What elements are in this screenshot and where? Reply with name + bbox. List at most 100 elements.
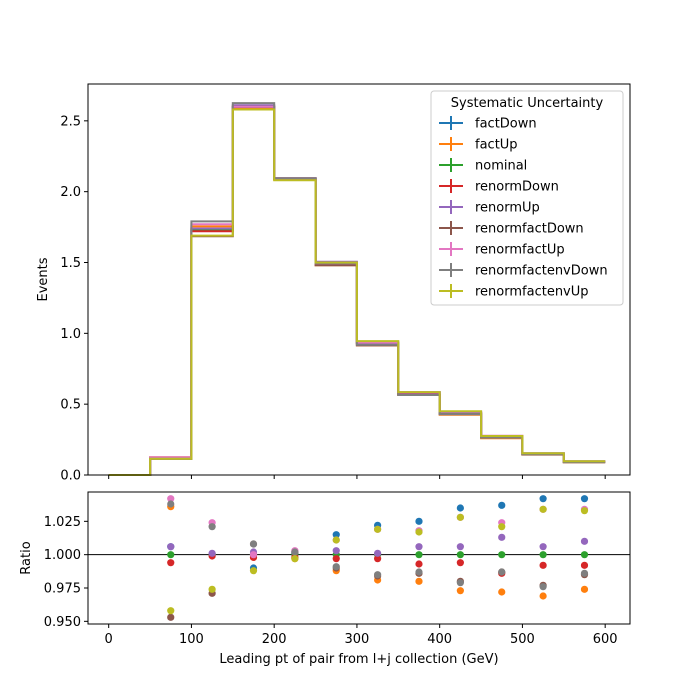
bottom-x-ticks: 0 100 200 300 400 500 600 xyxy=(105,624,618,647)
ratio-point xyxy=(167,551,175,559)
ratio-series-renormfactenvup xyxy=(167,505,589,615)
ratio-point xyxy=(456,504,464,512)
legend-label: renormfactUp xyxy=(475,243,565,258)
ratio-point xyxy=(167,543,175,551)
legend-entry-renormfactenvup: renormfactenvUp xyxy=(439,284,589,300)
legend-entry-nominal: nominal xyxy=(439,158,527,174)
ratio-point xyxy=(208,549,216,557)
ratio-point xyxy=(580,569,589,577)
ratio-point xyxy=(291,548,299,556)
ratio-point xyxy=(167,613,175,621)
bottom-y-tick-label: 0.975 xyxy=(44,582,81,597)
bottom-y-tick-label: 0.950 xyxy=(44,615,81,630)
ratio-point xyxy=(374,525,382,533)
top-y-tick-label: 1.0 xyxy=(60,327,81,342)
top-panel: 0.0 0.5 1.0 1.5 2.0 2.5 Events Systematic Unc… xyxy=(36,83,631,484)
bottom-x-tick-label: 400 xyxy=(427,632,452,647)
ratio-point xyxy=(167,559,175,567)
bottom-x-axis-label: Leading pt of pair from l+j collection (… xyxy=(219,652,498,667)
ratio-point xyxy=(415,577,423,585)
legend-label: renormfactenvDown xyxy=(475,264,608,279)
legend: Systematic Uncertainty factDown factUp nom… xyxy=(430,90,624,306)
step-line-renormfactenvup xyxy=(108,108,606,476)
top-y-axis-label: Events xyxy=(36,257,51,301)
ratio-point xyxy=(498,501,506,509)
top-y-tick-label: 2.0 xyxy=(60,185,81,200)
bottom-panel: 0.950 0.975 1.000 1.025 0 100 200 300 400 500 600… xyxy=(19,491,631,667)
ratio-point xyxy=(374,571,382,579)
bottom-x-tick-label: 600 xyxy=(593,632,618,647)
ratio-point xyxy=(249,551,258,559)
legend-label: factUp xyxy=(475,138,518,153)
ratio-point xyxy=(415,517,423,525)
legend-label: nominal xyxy=(475,159,527,174)
bottom-y-tick-label: 1.025 xyxy=(44,515,81,530)
bottom-y-axis-label: Ratio xyxy=(19,541,34,574)
top-x-ticks xyxy=(108,475,606,479)
ratio-point xyxy=(374,555,382,563)
ratio-point xyxy=(415,560,423,568)
ratio-point xyxy=(249,540,258,548)
ratio-point xyxy=(374,549,382,557)
ratio-point xyxy=(498,551,506,559)
ratio-point xyxy=(208,523,216,531)
ratio-point xyxy=(456,551,464,559)
ratio-point xyxy=(456,587,464,595)
ratio-point xyxy=(580,561,589,569)
ratio-point xyxy=(456,559,464,567)
legend-label: renormfactenvUp xyxy=(475,285,589,300)
ratio-point xyxy=(332,563,340,571)
bottom-x-tick-label: 200 xyxy=(262,632,287,647)
ratio-point xyxy=(332,547,340,555)
ratio-point xyxy=(415,528,423,536)
ratio-point xyxy=(249,567,258,575)
ratio-point xyxy=(415,543,423,551)
top-y-tick-label: 1.5 xyxy=(60,256,81,271)
ratio-point xyxy=(291,555,299,563)
bottom-x-tick-label: 300 xyxy=(345,632,370,647)
legend-entry-renormfactenvdown: renormfactenvDown xyxy=(439,263,608,279)
ratio-point xyxy=(580,537,589,545)
ratio-point xyxy=(456,543,464,551)
ratio-point xyxy=(332,531,340,539)
ratio-point xyxy=(539,543,547,551)
ratio-point xyxy=(332,555,340,563)
legend-entry-factdown: factDown xyxy=(439,116,537,132)
legend-label: renormfactDown xyxy=(475,222,584,237)
legend-entries: factDown factUp nominal renormDown renormUp r… xyxy=(439,116,608,300)
bottom-y-tick-label: 1.000 xyxy=(44,548,81,563)
ratio-points-group xyxy=(167,495,589,621)
legend-title: Systematic Uncertainty xyxy=(451,96,604,111)
ratio-point xyxy=(167,495,175,503)
ratio-point xyxy=(456,513,464,521)
ratio-point xyxy=(332,536,340,544)
ratio-point xyxy=(580,495,589,503)
ratio-point xyxy=(539,551,547,559)
top-plot-frame xyxy=(87,83,631,476)
ratio-series-renormfactenvdown xyxy=(167,500,589,591)
legend-label: renormDown xyxy=(475,180,559,195)
ratio-point xyxy=(415,568,423,576)
top-y-tick-label: 0.0 xyxy=(60,469,81,484)
ratio-point xyxy=(498,523,506,531)
ratio-point xyxy=(580,585,589,593)
top-y-ticks: 0.0 0.5 1.0 1.5 2.0 2.5 xyxy=(60,114,88,484)
legend-entry-renormfactdown: renormfactDown xyxy=(439,221,584,237)
bottom-x-tick-label: 0 xyxy=(105,632,113,647)
ratio-point xyxy=(498,588,506,596)
legend-entry-renormdown: renormDown xyxy=(439,179,559,195)
bottom-x-tick-label: 500 xyxy=(510,632,535,647)
bottom-y-ticks: 0.950 0.975 1.000 1.025 xyxy=(44,515,88,630)
legend-box xyxy=(430,90,624,306)
ratio-point xyxy=(539,495,547,503)
ratio-point xyxy=(580,507,589,515)
legend-entry-factup: factUp xyxy=(439,137,518,153)
ratio-point xyxy=(208,585,216,593)
top-y-tick-label: 2.5 xyxy=(60,114,81,129)
ratio-point xyxy=(539,561,547,569)
legend-label: renormUp xyxy=(475,201,540,216)
ratio-point xyxy=(167,500,175,508)
ratio-point xyxy=(580,551,589,559)
top-y-tick-label: 0.5 xyxy=(60,398,81,413)
